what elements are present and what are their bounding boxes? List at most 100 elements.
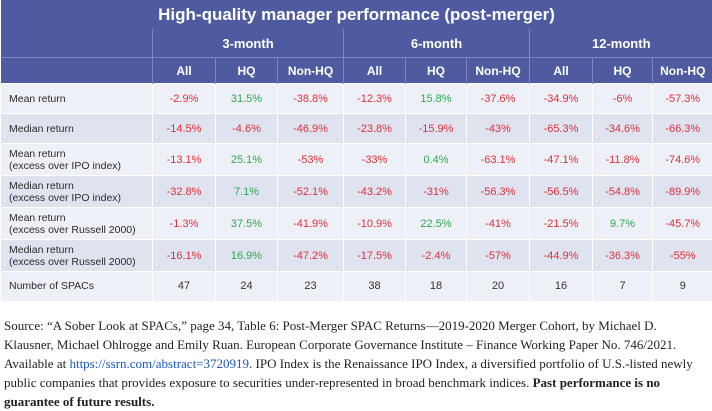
table-cell: 23 <box>278 272 344 301</box>
table-cell: -47.2% <box>278 240 344 272</box>
table-cell: -46.9% <box>278 114 344 144</box>
table-cell: -55% <box>653 240 712 272</box>
table-cell: 20 <box>467 272 530 301</box>
table-cell: 38 <box>344 272 406 301</box>
table-cell: 16 <box>530 272 593 301</box>
table-cell: -37.6% <box>467 84 530 114</box>
table-row: Mean return(excess over Russell 2000)-1.… <box>1 208 712 240</box>
source-note: Source: “A Sober Look at SPACs,” page 34… <box>4 316 708 411</box>
table-cell: 18 <box>406 272 467 301</box>
table-cell: -57% <box>467 240 530 272</box>
table-cell: -66.3% <box>653 114 712 144</box>
table-cell: -65.3% <box>530 114 593 144</box>
table-cell: -47.1% <box>530 144 593 176</box>
table-cell: -44.9% <box>530 240 593 272</box>
ssrn-link[interactable]: https://ssrn.com/abstract=3720919 <box>69 356 249 371</box>
row-label-line1: Mean return <box>9 93 152 105</box>
row-label-line2: (excess over Russell 2000) <box>9 256 152 268</box>
table-cell: 15.8% <box>406 84 467 114</box>
table-cell: -41.9% <box>278 208 344 240</box>
table-cell: -36.3% <box>593 240 653 272</box>
table-cell: 0.4% <box>406 144 467 176</box>
row-label-line1: Median return <box>9 123 152 135</box>
table-title: High-quality manager performance (post-m… <box>1 0 712 29</box>
row-label-line1: Mean return <box>9 148 152 160</box>
performance-table: High-quality manager performance (post-m… <box>0 0 712 301</box>
table-cell: -43% <box>467 114 530 144</box>
table-cell: -31% <box>406 176 467 208</box>
table-cell: -38.8% <box>278 84 344 114</box>
subheader-non-hq: Non-HQ <box>467 58 530 84</box>
performance-table-container: High-quality manager performance (post-m… <box>0 0 712 300</box>
table-cell: 7.1% <box>216 176 278 208</box>
table-cell: 9.7% <box>593 208 653 240</box>
table-row: Mean return-2.9%31.5%-38.8%-12.3%15.8%-3… <box>1 84 712 114</box>
table-cell: -21.5% <box>530 208 593 240</box>
header-corner <box>1 29 153 58</box>
row-label-line1: Median return <box>9 180 152 192</box>
table-cell: -1.3% <box>153 208 216 240</box>
subheader-non-hq: Non-HQ <box>653 58 712 84</box>
table-cell: -52.1% <box>278 176 344 208</box>
row-label-line1: Median return <box>9 244 152 256</box>
subheader-corner <box>1 58 153 84</box>
table-cell: -56.5% <box>530 176 593 208</box>
group-header-12-month: 12-month <box>530 29 712 58</box>
table-cell: -34.6% <box>593 114 653 144</box>
row-label-line2: (excess over IPO index) <box>9 160 152 172</box>
subheader-all: All <box>530 58 593 84</box>
table-cell: 7 <box>593 272 653 301</box>
row-label: Median return <box>1 114 153 144</box>
table-cell: 37.5% <box>216 208 278 240</box>
table-row: Mean return(excess over IPO index)-13.1%… <box>1 144 712 176</box>
table-cell: -56.3% <box>467 176 530 208</box>
row-label-line2: (excess over Russell 2000) <box>9 224 152 236</box>
row-label: Mean return(excess over Russell 2000) <box>1 208 153 240</box>
table-cell: 24 <box>216 272 278 301</box>
table-cell: -2.9% <box>153 84 216 114</box>
table-cell: 22.5% <box>406 208 467 240</box>
subheader-non-hq: Non-HQ <box>278 58 344 84</box>
table-row: Median return(excess over IPO index)-32.… <box>1 176 712 208</box>
table-row: Median return(excess over Russell 2000)-… <box>1 240 712 272</box>
table-cell: -4.6% <box>216 114 278 144</box>
table-cell: -41% <box>467 208 530 240</box>
table-cell: -32.8% <box>153 176 216 208</box>
table-cell: 16.9% <box>216 240 278 272</box>
table-cell: 25.1% <box>216 144 278 176</box>
table-cell: -14.5% <box>153 114 216 144</box>
table-row: Median return-14.5%-4.6%-46.9%-23.8%-15.… <box>1 114 712 144</box>
row-label-line1: Number of SPACs <box>9 280 152 292</box>
subheader-hq: HQ <box>216 58 278 84</box>
row-label: Mean return(excess over IPO index) <box>1 144 153 176</box>
row-label-line2: (excess over IPO index) <box>9 192 152 204</box>
row-label-line1: Mean return <box>9 212 152 224</box>
table-cell: -63.1% <box>467 144 530 176</box>
table-cell: 9 <box>653 272 712 301</box>
table-cell: 47 <box>153 272 216 301</box>
table-cell: -57.3% <box>653 84 712 114</box>
table-cell: -6% <box>593 84 653 114</box>
subheader-hq: HQ <box>593 58 653 84</box>
subheader-hq: HQ <box>406 58 467 84</box>
row-label: Median return(excess over IPO index) <box>1 176 153 208</box>
table-cell: -17.5% <box>344 240 406 272</box>
table-cell: -53% <box>278 144 344 176</box>
row-label: Number of SPACs <box>1 272 153 301</box>
table-cell: -16.1% <box>153 240 216 272</box>
group-header-3-month: 3-month <box>153 29 344 58</box>
table-cell: -43.2% <box>344 176 406 208</box>
table-cell: -33% <box>344 144 406 176</box>
table-cell: 31.5% <box>216 84 278 114</box>
table-cell: -12.3% <box>344 84 406 114</box>
table-cell: -15.9% <box>406 114 467 144</box>
group-header-6-month: 6-month <box>344 29 530 58</box>
row-label: Median return(excess over Russell 2000) <box>1 240 153 272</box>
table-cell: -74.6% <box>653 144 712 176</box>
subheader-all: All <box>344 58 406 84</box>
table-cell: -89.9% <box>653 176 712 208</box>
table-cell: -2.4% <box>406 240 467 272</box>
table-cell: -34.9% <box>530 84 593 114</box>
table-cell: -10.9% <box>344 208 406 240</box>
